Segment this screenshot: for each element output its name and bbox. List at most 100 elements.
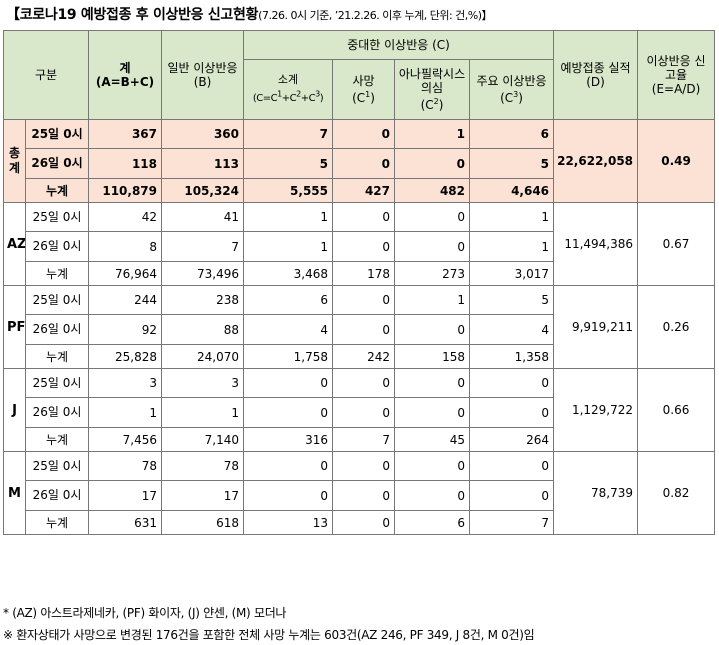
value-cell: 1,758 bbox=[243, 344, 333, 369]
table-row: 누계 631 618 13 0 6 7 bbox=[4, 510, 715, 535]
header-serious: 중대한 이상반응 (C) bbox=[242, 30, 555, 60]
value-cell: 0 bbox=[243, 451, 333, 481]
value-cell: 6 bbox=[394, 510, 470, 535]
value-cell: 8 bbox=[88, 231, 162, 262]
value-cell: 4,646 bbox=[468, 178, 555, 203]
value-cell: 110,879 bbox=[88, 178, 162, 203]
group-name: J bbox=[3, 368, 26, 452]
value-cell: 76,964 bbox=[88, 261, 162, 286]
value-cell: 7 bbox=[468, 510, 555, 535]
table-row: 26일 0시 92 88 4 0 0 4 bbox=[4, 314, 715, 345]
group-name: PF bbox=[3, 285, 26, 369]
value-cell: 0 bbox=[332, 119, 395, 149]
value-cell: 618 bbox=[161, 510, 244, 535]
row-label: 누계 bbox=[25, 261, 89, 286]
vaccinated-cell: 22,622,058 bbox=[553, 119, 639, 203]
value-cell: 4 bbox=[243, 314, 333, 345]
table-row: AZ 25일 0시 42 41 1 0 0 1 11,494,386 0.67 bbox=[3, 202, 716, 286]
row-label: 누계 bbox=[25, 178, 89, 203]
value-cell: 13 bbox=[243, 510, 333, 535]
value-cell: 25,828 bbox=[88, 344, 162, 369]
value-cell: 0 bbox=[332, 451, 395, 481]
footnote-vaccines: * (AZ) 아스트라제네카, (PF) 화이자, (J) 얀센, (M) 모더… bbox=[3, 606, 287, 620]
value-cell: 7 bbox=[161, 231, 244, 262]
value-cell: 158 bbox=[394, 344, 470, 369]
row-label: 누계 bbox=[25, 344, 89, 369]
value-cell: 5 bbox=[243, 148, 333, 179]
table-row: 누계 25,828 24,070 1,758 242 158 1,358 bbox=[4, 344, 715, 369]
value-cell: 1 bbox=[468, 202, 555, 232]
value-cell: 1 bbox=[88, 397, 162, 428]
value-cell: 0 bbox=[468, 451, 555, 481]
value-cell: 0 bbox=[394, 231, 470, 262]
header-category: 구분 bbox=[3, 30, 89, 120]
row-label: 25일 0시 bbox=[25, 202, 89, 232]
row-label: 25일 0시 bbox=[25, 119, 89, 149]
table-row: 26일 0시 118 113 5 0 0 5 bbox=[4, 148, 715, 179]
value-cell: 17 bbox=[88, 480, 162, 511]
vaccinated-cell: 11,494,386 bbox=[553, 202, 639, 286]
rate-cell: 0.67 bbox=[637, 202, 716, 286]
value-cell: 88 bbox=[161, 314, 244, 345]
value-cell: 0 bbox=[332, 368, 395, 398]
value-cell: 0 bbox=[332, 202, 395, 232]
value-cell: 0 bbox=[468, 397, 555, 428]
value-cell: 0 bbox=[332, 314, 395, 345]
value-cell: 0 bbox=[468, 368, 555, 398]
value-cell: 113 bbox=[161, 148, 244, 179]
row-label: 26일 0시 bbox=[25, 314, 89, 345]
title-main: 【코로나19 예방접종 후 이상반응 신고현황 bbox=[6, 7, 259, 23]
row-label: 26일 0시 bbox=[25, 480, 89, 511]
value-cell: 316 bbox=[243, 427, 333, 452]
value-cell: 5 bbox=[468, 148, 555, 179]
value-cell: 242 bbox=[332, 344, 395, 369]
value-cell: 24,070 bbox=[161, 344, 244, 369]
row-label: 25일 0시 bbox=[25, 451, 89, 481]
value-cell: 7,456 bbox=[88, 427, 162, 452]
value-cell: 0 bbox=[468, 480, 555, 511]
value-cell: 3 bbox=[88, 368, 162, 398]
value-cell: 3,017 bbox=[468, 261, 555, 286]
table-row: PF 25일 0시 244 238 6 0 1 5 9,919,211 0.26 bbox=[3, 285, 716, 369]
value-cell: 0 bbox=[394, 202, 470, 232]
header-vaccinated: 예방접종 실적(D) bbox=[553, 30, 639, 120]
value-cell: 0 bbox=[394, 148, 470, 179]
value-cell: 1 bbox=[394, 285, 470, 315]
value-cell: 78 bbox=[161, 451, 244, 481]
value-cell: 17 bbox=[161, 480, 244, 511]
value-cell: 0 bbox=[394, 397, 470, 428]
title-subtitle: (7.26. 0시 기준, ’21.2.26. 이후 누계, 단위: 건,%)】 bbox=[258, 9, 493, 22]
value-cell: 0 bbox=[332, 285, 395, 315]
value-cell: 73,496 bbox=[161, 261, 244, 286]
table-row: 누계 110,879 105,324 5,555 427 482 4,646 bbox=[4, 178, 715, 203]
table-row: 26일 0시 8 7 1 0 0 1 bbox=[4, 231, 715, 262]
value-cell: 482 bbox=[394, 178, 470, 203]
value-cell: 5,555 bbox=[243, 178, 333, 203]
page-title: 【코로나19 예방접종 후 이상반응 신고현황(7.26. 0시 기준, ’21… bbox=[6, 4, 493, 24]
value-cell: 105,324 bbox=[161, 178, 244, 203]
value-cell: 92 bbox=[88, 314, 162, 345]
value-cell: 0 bbox=[243, 480, 333, 511]
value-cell: 244 bbox=[88, 285, 162, 315]
value-cell: 5 bbox=[468, 285, 555, 315]
value-cell: 1 bbox=[243, 202, 333, 232]
value-cell: 41 bbox=[161, 202, 244, 232]
row-label: 누계 bbox=[25, 510, 89, 535]
header-general: 일반 이상반응 (B) bbox=[161, 30, 244, 120]
value-cell: 1 bbox=[243, 231, 333, 262]
row-label: 누계 bbox=[25, 427, 89, 452]
table-row: 총계 25일 0시 367 360 7 0 1 6 22,622,058 0.49 bbox=[3, 119, 716, 203]
value-cell: 0 bbox=[394, 451, 470, 481]
header-major: 주요 이상반응 (C3) bbox=[468, 59, 555, 120]
value-cell: 4 bbox=[468, 314, 555, 345]
row-label: 26일 0시 bbox=[25, 148, 89, 179]
group-name: AZ bbox=[3, 202, 26, 286]
header-death: 사망 (C1) bbox=[332, 59, 395, 120]
value-cell: 45 bbox=[394, 427, 470, 452]
row-label: 26일 0시 bbox=[25, 397, 89, 428]
value-cell: 0 bbox=[332, 510, 395, 535]
rate-cell: 0.49 bbox=[637, 119, 716, 203]
row-label: 25일 0시 bbox=[25, 368, 89, 398]
rate-cell: 0.66 bbox=[637, 368, 716, 452]
header-total: 계 (A=B+C) bbox=[88, 30, 162, 120]
